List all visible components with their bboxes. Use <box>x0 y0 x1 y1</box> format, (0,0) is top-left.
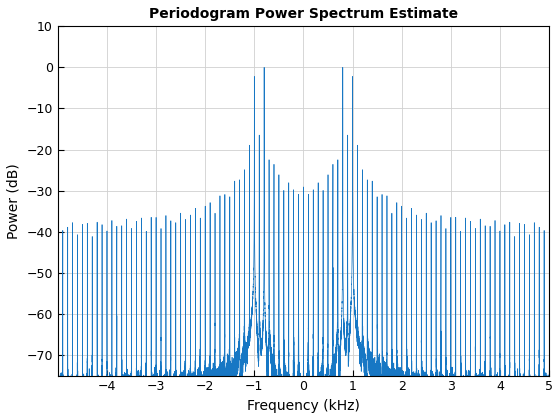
X-axis label: Frequency (kHz): Frequency (kHz) <box>247 399 360 413</box>
Title: Periodogram Power Spectrum Estimate: Periodogram Power Spectrum Estimate <box>149 7 458 21</box>
Y-axis label: Power (dB): Power (dB) <box>7 163 21 239</box>
